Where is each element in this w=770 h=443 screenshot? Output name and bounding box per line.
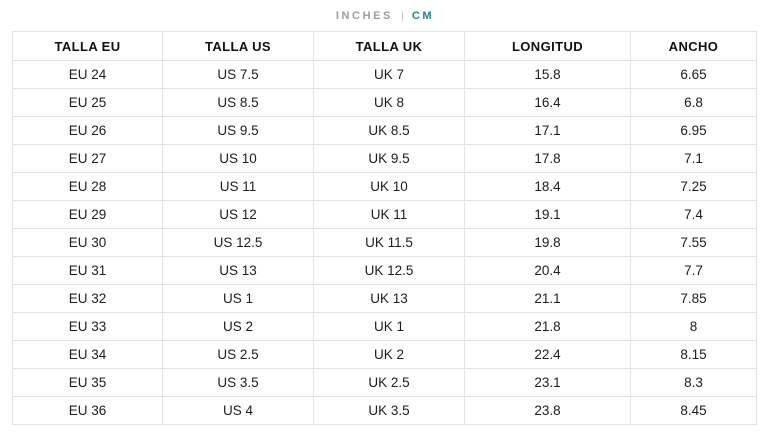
table-cell: 6.65	[630, 60, 757, 89]
table-cell: 7.7	[630, 256, 757, 285]
table-cell: 7.55	[630, 228, 757, 257]
table-cell: EU 30	[12, 228, 163, 257]
column-header: ANCHO	[630, 31, 757, 61]
table-cell: EU 33	[12, 312, 163, 341]
table-row: EU 30 US 12.5 UK 11.5 19.8 7.55	[12, 228, 757, 257]
table-cell: 18.4	[464, 172, 631, 201]
table-cell: EU 28	[12, 172, 163, 201]
table-cell: US 1	[162, 284, 314, 313]
unit-option-inches[interactable]: INCHES	[335, 10, 393, 22]
table-cell: EU 24	[12, 60, 163, 89]
table-header-row: TALLA EU TALLA US TALLA UK LONGITUD ANCHO	[12, 31, 757, 61]
table-cell: UK 3.5	[313, 396, 465, 425]
table-cell: US 9.5	[162, 116, 314, 145]
table-cell: US 13	[162, 256, 314, 285]
table-cell: 17.8	[464, 144, 631, 173]
table-cell: 7.4	[630, 200, 757, 229]
table-cell: US 2.5	[162, 340, 314, 369]
table-cell: 8.15	[630, 340, 757, 369]
column-header: TALLA EU	[12, 31, 163, 61]
table-cell: 19.8	[464, 228, 631, 257]
table-body: EU 24 US 7.5 UK 7 15.8 6.65 EU 25 US 8.5 UK 8 16…	[12, 60, 757, 425]
table-cell: UK 9.5	[313, 144, 465, 173]
size-chart-table: TALLA EU TALLA US TALLA UK LONGITUD ANCHO EU…	[12, 31, 757, 425]
table-cell: UK 8	[313, 88, 465, 117]
table-cell: US 8.5	[162, 88, 314, 117]
table-cell: 21.8	[464, 312, 631, 341]
unit-toggle-separator: |	[401, 10, 404, 22]
table-cell: EU 36	[12, 396, 163, 425]
table-cell: US 12	[162, 200, 314, 229]
table-cell: 8.45	[630, 396, 757, 425]
table-cell: 22.4	[464, 340, 631, 369]
table-cell: UK 2.5	[313, 368, 465, 397]
table-cell: 16.4	[464, 88, 631, 117]
unit-option-cm[interactable]: CM	[411, 10, 435, 22]
table-row: EU 27 US 10 UK 9.5 17.8 7.1	[12, 144, 757, 173]
table-cell: EU 26	[12, 116, 163, 145]
column-header: TALLA UK	[313, 31, 465, 61]
table-cell: UK 8.5	[313, 116, 465, 145]
table-cell: EU 31	[12, 256, 163, 285]
table-cell: 15.8	[464, 60, 631, 89]
table-cell: US 10	[162, 144, 314, 173]
table-row: EU 34 US 2.5 UK 2 22.4 8.15	[12, 340, 757, 369]
table-cell: UK 12.5	[313, 256, 465, 285]
table-row: EU 29 US 12 UK 11 19.1 7.4	[12, 200, 757, 229]
table-cell: EU 32	[12, 284, 163, 313]
table-cell: US 3.5	[162, 368, 314, 397]
table-row: EU 32 US 1 UK 13 21.1 7.85	[12, 284, 757, 313]
table-row: EU 36 US 4 UK 3.5 23.8 8.45	[12, 396, 757, 425]
table-cell: EU 25	[12, 88, 163, 117]
table-cell: 6.8	[630, 88, 757, 117]
table-cell: UK 2	[313, 340, 465, 369]
table-cell: 8	[630, 312, 757, 341]
table-cell: US 12.5	[162, 228, 314, 257]
table-cell: 23.8	[464, 396, 631, 425]
table-cell: 17.1	[464, 116, 631, 145]
table-row: EU 31 US 13 UK 12.5 20.4 7.7	[12, 256, 757, 285]
table-cell: US 4	[162, 396, 314, 425]
table-cell: 19.1	[464, 200, 631, 229]
table-cell: EU 35	[12, 368, 163, 397]
table-cell: 7.85	[630, 284, 757, 313]
table-cell: UK 11.5	[313, 228, 465, 257]
table-cell: 21.1	[464, 284, 631, 313]
table-cell: UK 10	[313, 172, 465, 201]
table-cell: EU 34	[12, 340, 163, 369]
table-cell: 7.25	[630, 172, 757, 201]
unit-toggle: INCHES | CM	[0, 0, 770, 23]
table-cell: 8.3	[630, 368, 757, 397]
table-cell: US 7.5	[162, 60, 314, 89]
table-cell: EU 27	[12, 144, 163, 173]
table-row: EU 28 US 11 UK 10 18.4 7.25	[12, 172, 757, 201]
column-header: TALLA US	[162, 31, 314, 61]
table-row: EU 33 US 2 UK 1 21.8 8	[12, 312, 757, 341]
table-cell: US 11	[162, 172, 314, 201]
table-cell: 7.1	[630, 144, 757, 173]
table-row: EU 35 US 3.5 UK 2.5 23.1 8.3	[12, 368, 757, 397]
table-cell: UK 11	[313, 200, 465, 229]
table-cell: UK 7	[313, 60, 465, 89]
table-row: EU 26 US 9.5 UK 8.5 17.1 6.95	[12, 116, 757, 145]
table-cell: 20.4	[464, 256, 631, 285]
table-cell: UK 13	[313, 284, 465, 313]
table-row: EU 25 US 8.5 UK 8 16.4 6.8	[12, 88, 757, 117]
table-cell: 6.95	[630, 116, 757, 145]
table-cell: 23.1	[464, 368, 631, 397]
table-cell: US 2	[162, 312, 314, 341]
column-header: LONGITUD	[464, 31, 631, 61]
table-row: EU 24 US 7.5 UK 7 15.8 6.65	[12, 60, 757, 89]
table-cell: EU 29	[12, 200, 163, 229]
table-cell: UK 1	[313, 312, 465, 341]
